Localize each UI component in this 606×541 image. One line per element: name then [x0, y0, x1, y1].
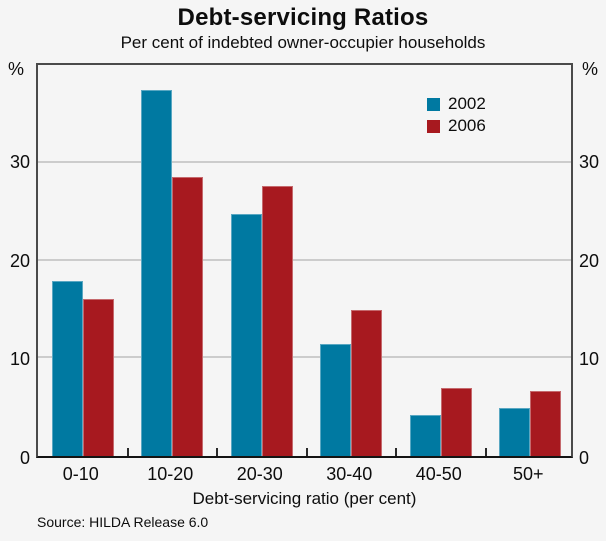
y-axis-unit-right: % [582, 59, 599, 79]
y-tick-label-left-0: 0 [19, 448, 30, 468]
x-tick-label-40-50: 40-50 [415, 464, 462, 484]
y-tick-label-right-0: 0 [579, 448, 590, 468]
bar-2002-40-50 [409, 414, 441, 456]
x-tick-label-10-20: 10-20 [147, 464, 194, 484]
x-axis-tick [216, 448, 218, 456]
y-tick-label-right-20: 20 [579, 250, 600, 271]
chart-subtitle: Per cent of indebted owner-occupier hous… [120, 33, 486, 52]
bar-2006-40-50 [440, 387, 472, 456]
legend-label: 2006 [448, 116, 486, 135]
x-axis-tick [395, 448, 397, 456]
source-note: Source: HILDA Release 6.0 [37, 514, 209, 530]
bar-2002-0-10 [51, 281, 83, 456]
y-tick-label-left-30: 30 [9, 151, 30, 172]
x-tick-label-30-40: 30-40 [326, 464, 373, 484]
y-tick-label-right-10: 10 [579, 349, 600, 370]
bar-2002-30-40 [320, 344, 352, 456]
bar-2006-0-10 [82, 299, 114, 456]
x-axis-title: Debt-servicing ratio (per cent) [192, 489, 417, 508]
gridline-10 [38, 356, 571, 359]
x-axis-tick [126, 448, 129, 456]
legend-swatch [427, 119, 440, 133]
x-tick-label-50+: 50+ [512, 464, 544, 484]
x-tick-label-0-10: 0-10 [62, 464, 99, 484]
x-axis-tick [484, 448, 487, 456]
x-axis-tick [305, 448, 308, 456]
gridline-30 [38, 160, 571, 163]
bar-2002-50+ [499, 407, 531, 456]
legend-swatch [427, 97, 440, 111]
bar-2006-30-40 [351, 309, 383, 456]
y-tick-label-right-30: 30 [579, 151, 600, 172]
legend: 2002 2006 [427, 93, 486, 137]
legend-entry: 2002 [427, 93, 486, 115]
gridline-20 [38, 258, 571, 261]
y-axis-unit-left: % [8, 59, 25, 79]
chart-title: Debt-servicing Ratios [177, 4, 429, 31]
bar-2002-10-20 [141, 89, 173, 456]
bar-2002-20-30 [230, 214, 262, 456]
y-tick-label-left-10: 10 [9, 349, 30, 370]
bar-2006-50+ [530, 390, 562, 456]
bar-2006-20-30 [261, 186, 293, 456]
y-tick-label-left-20: 20 [9, 250, 30, 271]
bar-2006-10-20 [172, 176, 204, 456]
legend-entry: 2006 [427, 115, 486, 137]
x-axis-labels: 0-10 10-20 20-30 30-40 40-50 50+ [36, 464, 573, 486]
legend-label: 2002 [448, 94, 486, 113]
x-tick-label-20-30: 20-30 [236, 464, 283, 484]
plot-area: 2002 2006 [36, 63, 573, 458]
